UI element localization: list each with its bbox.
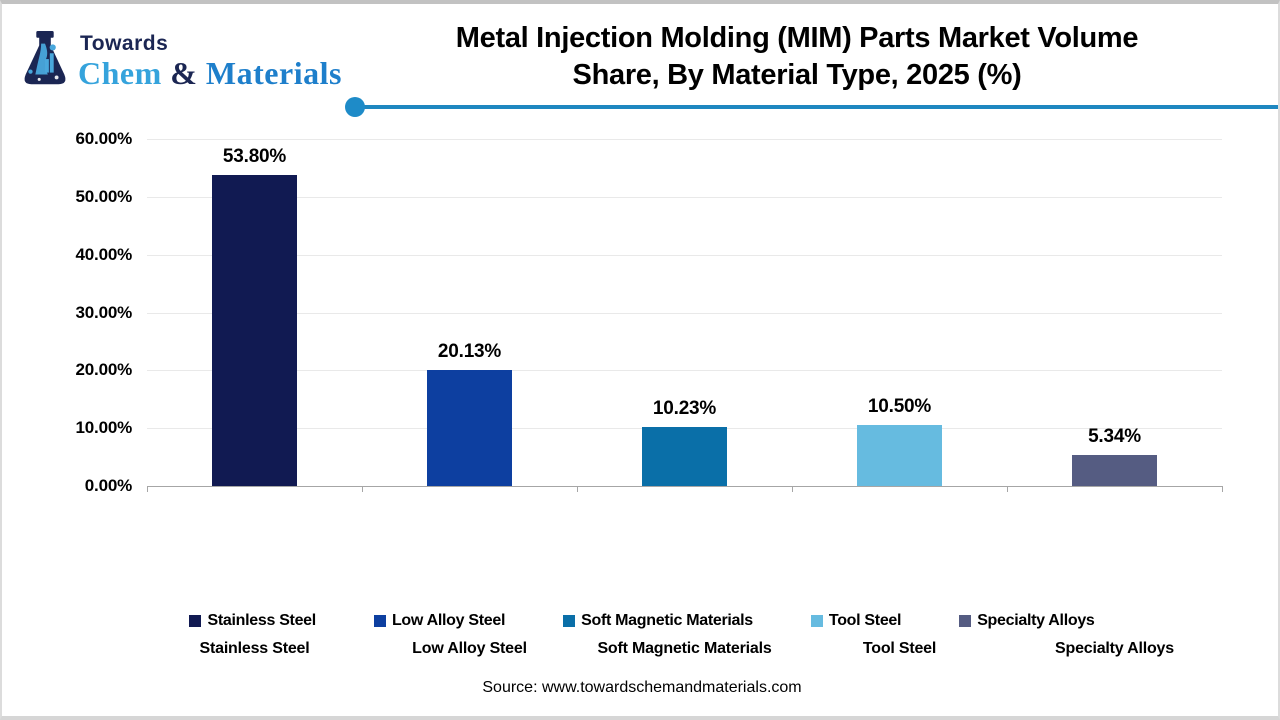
brand-chem: Chem (78, 55, 162, 91)
bar-value-label: 10.50% (867, 396, 932, 418)
chart-title-line1: Metal Injection Molding (MIM) Parts Mark… (455, 22, 1139, 54)
gridline (147, 196, 1222, 198)
y-axis-tick-label: 10.00% (75, 418, 133, 438)
legend-swatch-icon (563, 615, 576, 627)
bar-soft-magnetic-materials (642, 426, 727, 486)
x-axis-category-label: Tool Steel (862, 640, 937, 657)
bar-value-label: 53.80% (222, 145, 287, 167)
bar-value-label: 5.34% (1088, 426, 1141, 448)
bar-low-alloy-steel (427, 369, 512, 486)
brand-name: Chem & Materials (78, 56, 342, 90)
brand-materials: Materials (205, 55, 342, 91)
legend-label: Specialty Alloys (977, 612, 1095, 629)
legend-label: Soft Magnetic Materials (581, 612, 753, 629)
y-axis-tick-label: 30.00% (75, 302, 133, 322)
y-axis-tick-label: 0.00% (84, 476, 132, 495)
source-text: Source: www.towardschemandmaterials.com (482, 679, 802, 696)
accent-divider-line (355, 105, 1278, 109)
legend-swatch-icon (959, 615, 972, 627)
accent-divider-dot (345, 97, 365, 117)
x-axis-category-label: Specialty Alloys (1055, 640, 1174, 657)
x-axis-tick (1222, 486, 1223, 492)
x-axis-line (147, 486, 1222, 487)
flask-icon (24, 31, 66, 85)
x-axis-tick (1007, 486, 1008, 492)
bar-stainless-steel (212, 174, 297, 486)
legend-item: Stainless Steel (189, 612, 316, 630)
legend-label: Tool Steel (828, 612, 902, 629)
legend: Stainless Steel Low Alloy Steel Soft Magne… (2, 612, 1278, 630)
bar-specialty-alloys (1072, 455, 1157, 486)
plot-area: 0.00% 10.00% 20.00% 30.00% 40.00% 50.00% 60.00… (76, 129, 1223, 657)
legend-label: Stainless Steel (207, 612, 316, 629)
x-axis-tick (577, 486, 578, 492)
x-axis-category-label: Low Alloy Steel (412, 640, 527, 657)
legend-item: Soft Magnetic Materials (563, 612, 753, 630)
y-axis-tick-label: 50.00% (75, 186, 133, 206)
legend-swatch-icon (373, 615, 386, 627)
gridline (147, 254, 1222, 256)
gridline (147, 370, 1222, 372)
legend-item: Tool Steel (810, 612, 902, 630)
brand-amp: & (161, 55, 206, 91)
y-axis-tick-label: 20.00% (75, 360, 133, 380)
chart-title-line2: Share, By Material Type, 2025 (%) (572, 59, 1022, 91)
gridline (147, 139, 1222, 140)
y-axis-tick-label: 60.00% (75, 129, 133, 148)
brand-towards: Towards (80, 32, 169, 55)
y-axis-tick-label: 40.00% (75, 244, 133, 264)
x-axis-tick (362, 486, 363, 492)
legend-swatch-icon (810, 615, 823, 627)
legend-item: Low Alloy Steel (373, 612, 506, 630)
x-axis-category-label: Soft Magnetic Materials (597, 640, 772, 657)
chart-title: Metal Injection Molding (MIM) Parts Mark… (352, 20, 1242, 94)
bar-tool-steel (857, 425, 942, 486)
bar-value-label: 10.23% (652, 397, 717, 419)
legend-label: Low Alloy Steel (391, 612, 506, 629)
x-axis-category-label: Stainless Steel (199, 640, 310, 657)
legend-swatch-icon (189, 615, 202, 627)
brand-text: Towards Chem & Materials (78, 30, 342, 90)
gridline (147, 312, 1222, 314)
brand-logo: Towards Chem & Materials (16, 30, 342, 92)
x-axis-tick (147, 486, 148, 492)
bar-value-label: 20.13% (437, 340, 502, 362)
legend-item: Specialty Alloys (959, 612, 1095, 630)
x-axis-tick (792, 486, 793, 492)
